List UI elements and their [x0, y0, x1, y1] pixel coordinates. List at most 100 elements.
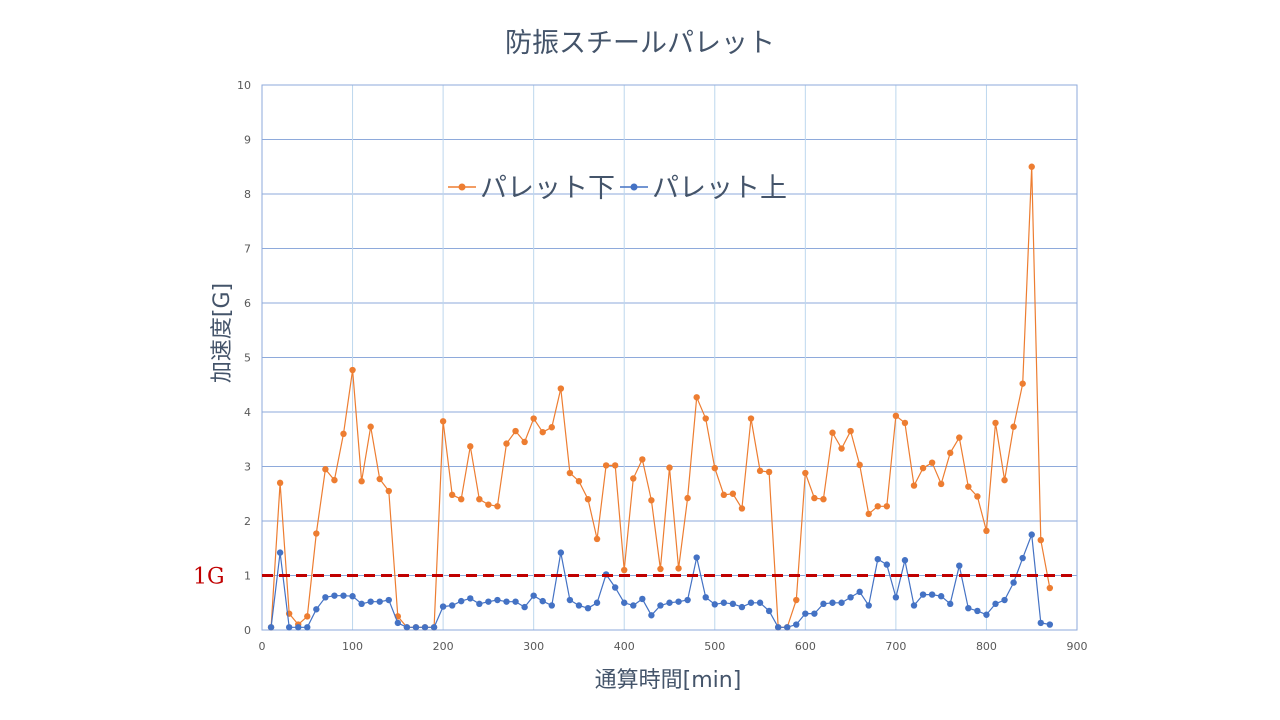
y-tick-label: 8 — [244, 188, 251, 201]
data-point — [403, 624, 411, 631]
data-point — [376, 598, 383, 605]
data-point — [575, 478, 583, 485]
data-point — [956, 562, 963, 569]
data-point — [928, 459, 936, 466]
data-point — [584, 605, 592, 612]
data-point — [548, 424, 555, 431]
data-point — [829, 599, 836, 606]
data-point — [611, 584, 619, 591]
data-point — [557, 549, 565, 556]
data-point — [883, 503, 891, 510]
x-tick-label: 0 — [259, 640, 266, 653]
y-tick-label: 9 — [244, 134, 251, 147]
data-point — [349, 593, 356, 600]
data-point — [621, 599, 628, 606]
data-point — [276, 549, 284, 556]
data-point — [847, 594, 854, 601]
data-point — [847, 427, 854, 435]
legend-label: パレット下 — [480, 173, 615, 204]
data-point — [1046, 584, 1054, 592]
data-point — [1010, 423, 1017, 430]
plot-area-border — [261, 84, 1078, 631]
data-point — [747, 599, 755, 606]
data-point — [448, 491, 456, 499]
data-point — [1001, 596, 1008, 604]
data-point — [838, 599, 845, 606]
x-tick-label: 300 — [523, 640, 544, 653]
data-point — [367, 423, 374, 430]
x-tick-label: 100 — [342, 640, 363, 653]
data-point — [657, 565, 664, 573]
data-point — [965, 605, 972, 612]
data-point — [267, 624, 275, 631]
data-point — [937, 593, 945, 600]
x-axis-label: 通算時間[min] — [595, 668, 742, 693]
chart-title: 防振スチールパレット — [505, 28, 775, 59]
data-point — [684, 596, 691, 604]
data-point — [539, 428, 546, 436]
data-point — [367, 598, 374, 605]
data-point — [1019, 380, 1026, 387]
data-point — [621, 566, 628, 574]
data-point — [756, 467, 764, 475]
data-point — [947, 449, 954, 457]
data-point — [611, 462, 619, 469]
data-point — [575, 602, 583, 609]
data-point — [322, 594, 329, 601]
data-point — [666, 599, 673, 606]
data-point — [910, 482, 918, 489]
y-axis-ticks: 0 1 2 3 4 5 6 7 8 9 10 — [237, 79, 251, 637]
series-1 — [267, 163, 1054, 631]
legend-swatch-marker — [458, 183, 466, 191]
data-point — [358, 478, 365, 485]
data-point — [774, 624, 782, 631]
series-line — [270, 166, 1051, 628]
x-tick-label: 400 — [614, 640, 635, 653]
y-tick-label: 3 — [244, 461, 251, 474]
data-point — [738, 603, 746, 611]
data-point — [865, 602, 872, 609]
reference-line-label: 1G — [193, 565, 225, 590]
data-point — [901, 419, 909, 427]
data-point — [458, 496, 465, 503]
legend-label: パレット上 — [652, 173, 787, 204]
data-point — [340, 592, 347, 599]
data-point — [639, 456, 646, 463]
data-point — [838, 445, 845, 452]
data-point — [657, 602, 664, 609]
data-point — [675, 598, 682, 605]
x-tick-label: 700 — [885, 640, 906, 653]
data-point — [358, 600, 365, 608]
data-point — [448, 602, 456, 609]
data-point — [512, 427, 519, 435]
data-point — [584, 496, 592, 503]
data-point — [521, 438, 528, 446]
x-axis-ticks: 0 100 200 300 400 500 600 700 800 900 — [259, 640, 1088, 653]
data-point — [1037, 536, 1044, 544]
reference-line-group: 1G — [193, 565, 1077, 590]
data-point — [593, 535, 601, 543]
data-point — [1001, 476, 1008, 484]
data-point — [874, 503, 881, 510]
data-point — [856, 588, 863, 596]
data-point — [304, 613, 311, 620]
data-point — [802, 469, 809, 477]
data-point — [295, 624, 302, 631]
data-point — [711, 601, 718, 608]
data-point — [421, 624, 429, 631]
series-line — [270, 534, 1050, 628]
data-point — [304, 624, 311, 631]
data-point — [865, 510, 872, 518]
data-point — [820, 600, 827, 608]
data-point — [639, 595, 646, 603]
data-point — [802, 610, 809, 617]
data-point — [467, 443, 474, 450]
data-point — [747, 415, 755, 422]
data-point — [965, 483, 972, 490]
data-point — [322, 466, 329, 473]
data-point — [285, 624, 293, 631]
data-point — [765, 607, 773, 615]
data-point — [412, 624, 420, 631]
data-point — [458, 597, 465, 605]
data-point — [476, 600, 483, 608]
